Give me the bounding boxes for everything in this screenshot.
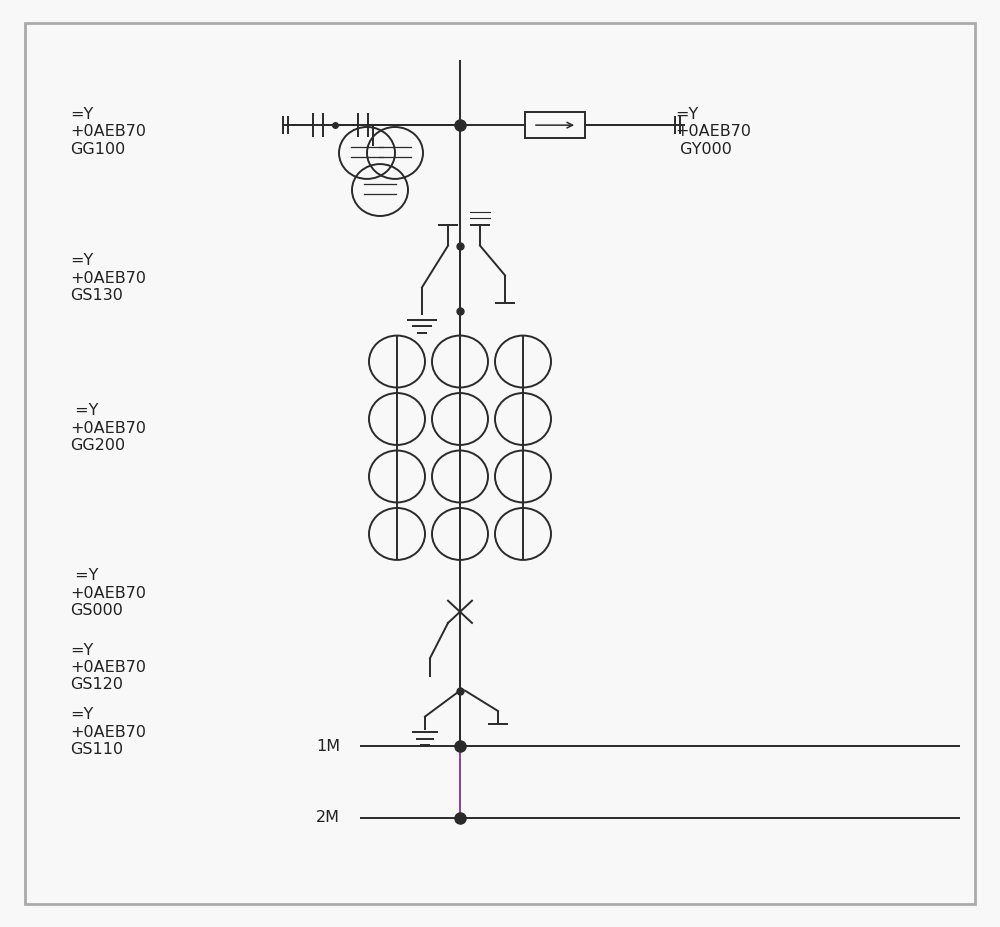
Text: =Y
+0AEB70
 GY000: =Y +0AEB70 GY000 <box>675 107 751 157</box>
Text: =Y
+0AEB70
GS130: =Y +0AEB70 GS130 <box>70 253 146 303</box>
Text: 2M: 2M <box>316 810 340 825</box>
Text: =Y
+0AEB70
GS110: =Y +0AEB70 GS110 <box>70 707 146 757</box>
Text: =Y
+0AEB70
GS000: =Y +0AEB70 GS000 <box>70 568 146 618</box>
Text: =Y
+0AEB70
GS120: =Y +0AEB70 GS120 <box>70 642 146 692</box>
FancyBboxPatch shape <box>525 112 585 138</box>
Text: =Y
+0AEB70
GG100: =Y +0AEB70 GG100 <box>70 107 146 157</box>
Text: 1M: 1M <box>316 739 340 754</box>
FancyBboxPatch shape <box>25 23 975 904</box>
Text: =Y
+0AEB70
GG200: =Y +0AEB70 GG200 <box>70 403 146 453</box>
